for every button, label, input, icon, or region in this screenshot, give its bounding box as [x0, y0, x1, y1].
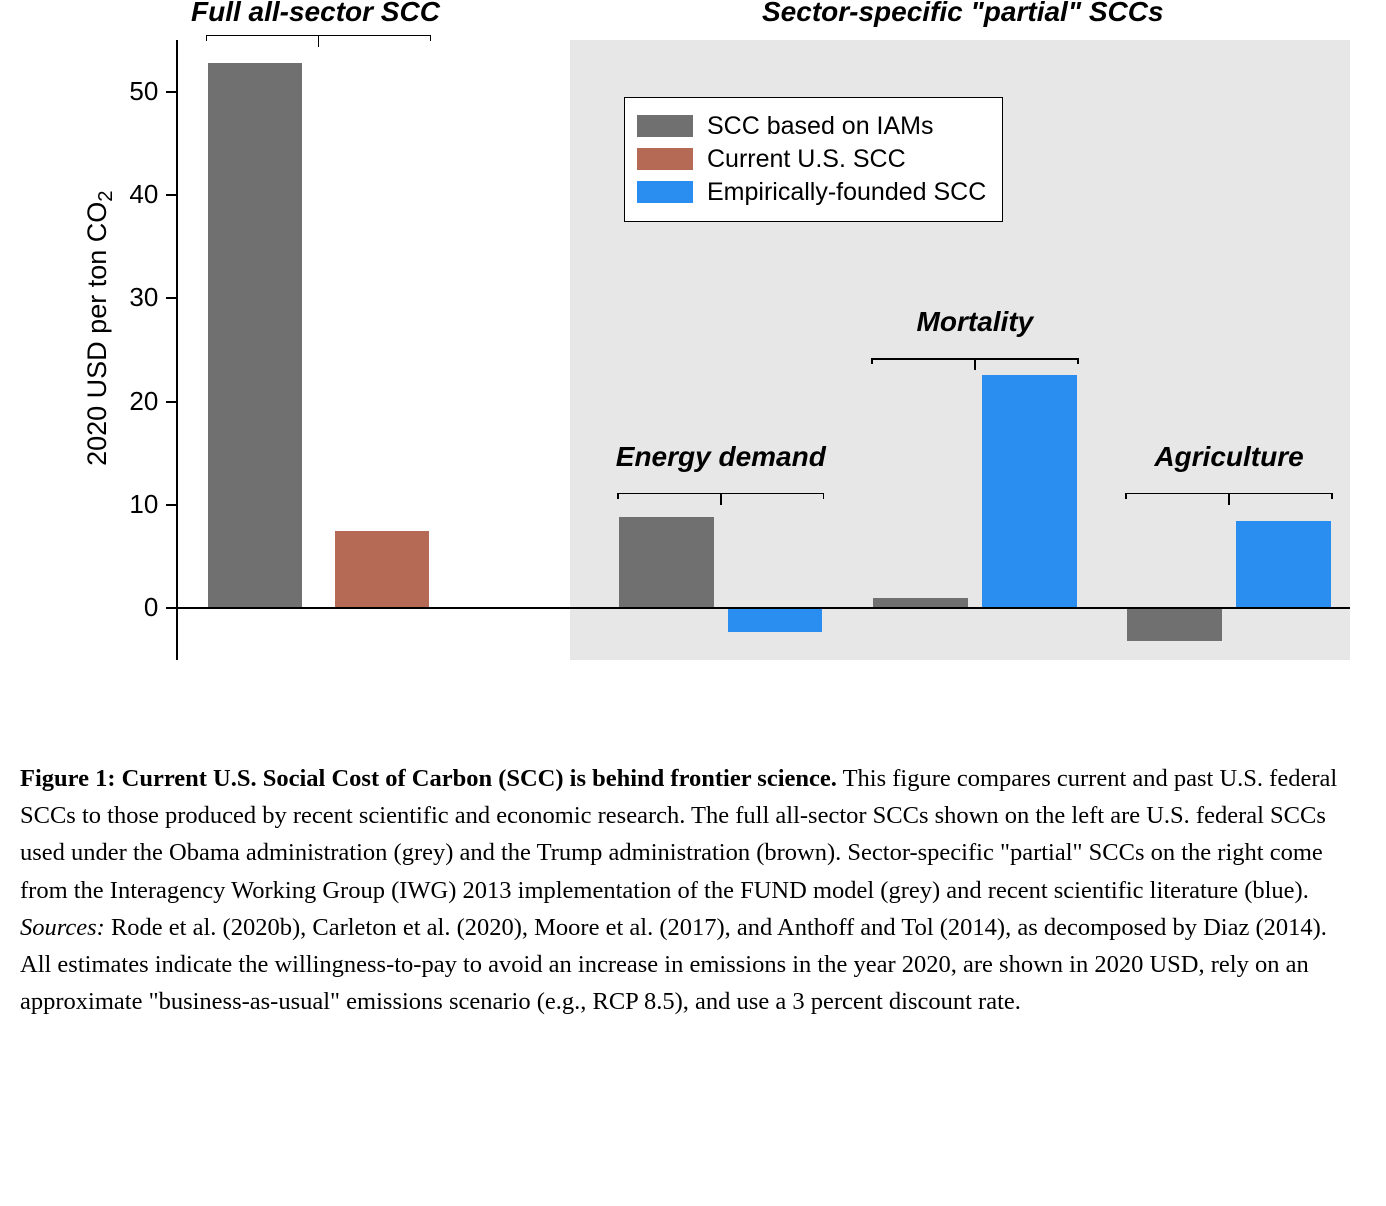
bar-full	[335, 531, 429, 609]
legend-swatch	[637, 181, 693, 203]
bracket-cap	[206, 35, 208, 41]
legend-swatch	[637, 115, 693, 137]
legend-item: Empirically-founded SCC	[637, 178, 986, 207]
caption-sources-label: Sources:	[20, 914, 105, 941]
bracket-tick	[318, 35, 320, 47]
bracket-cap	[823, 493, 825, 499]
group-title: Sector-specific "partial" SCCs	[663, 0, 1263, 28]
y-tick	[166, 91, 176, 93]
bar-energy	[619, 517, 713, 608]
caption-title: Current U.S. Social Cost of Carbon (SCC)…	[122, 765, 837, 792]
bracket-cap	[871, 358, 873, 364]
y-tick	[166, 401, 176, 403]
bar-mortality	[982, 375, 1076, 609]
figure-caption: Figure 1: Current U.S. Social Cost of Ca…	[20, 760, 1350, 1021]
bracket-cap	[1331, 493, 1333, 499]
y-tick-label: 0	[98, 592, 158, 623]
legend-item: Current U.S. SCC	[637, 145, 986, 174]
plot-region: 010203040502020 USD per ton CO2Full all-…	[140, 40, 1350, 660]
subgroup-title: Agriculture	[1079, 441, 1379, 473]
subgroup-title: Mortality	[825, 306, 1125, 338]
y-tick-label: 50	[98, 76, 158, 107]
figure-container: 010203040502020 USD per ton CO2Full all-…	[20, 20, 1366, 1021]
bracket-cap	[1125, 493, 1127, 499]
legend: SCC based on IAMs Current U.S. SCC Empiric…	[624, 97, 1003, 222]
chart-area: 010203040502020 USD per ton CO2Full all-…	[20, 20, 1366, 720]
bar-energy	[728, 608, 822, 632]
y-tick-label: 10	[98, 489, 158, 520]
bar-agriculture	[1236, 521, 1330, 609]
bracket-cap	[617, 493, 619, 499]
caption-body-2: Rode et al. (2020b), Carleton et al. (20…	[20, 914, 1327, 1015]
bracket-tick	[1228, 493, 1230, 505]
zero-line	[176, 607, 1350, 609]
bracket-cap	[1077, 358, 1079, 364]
bracket-cap	[430, 35, 432, 41]
bracket-tick	[720, 493, 722, 505]
subgroup-title: Energy demand	[571, 441, 871, 473]
legend-item: SCC based on IAMs	[637, 112, 986, 141]
y-tick	[166, 607, 176, 609]
y-tick	[166, 504, 176, 506]
legend-label: SCC based on IAMs	[707, 112, 934, 141]
legend-label: Current U.S. SCC	[707, 145, 906, 174]
bar-full	[208, 63, 302, 609]
caption-figure-label: Figure 1:	[20, 765, 122, 792]
bar-agriculture	[1127, 608, 1221, 641]
legend-swatch	[637, 148, 693, 170]
y-tick	[166, 297, 176, 299]
y-tick	[166, 194, 176, 196]
legend-label: Empirically-founded SCC	[707, 178, 986, 207]
y-axis	[176, 40, 178, 660]
y-axis-title: 2020 USD per ton CO2	[82, 168, 118, 488]
bracket-tick	[974, 358, 976, 370]
group-title: Full all-sector SCC	[15, 0, 615, 28]
